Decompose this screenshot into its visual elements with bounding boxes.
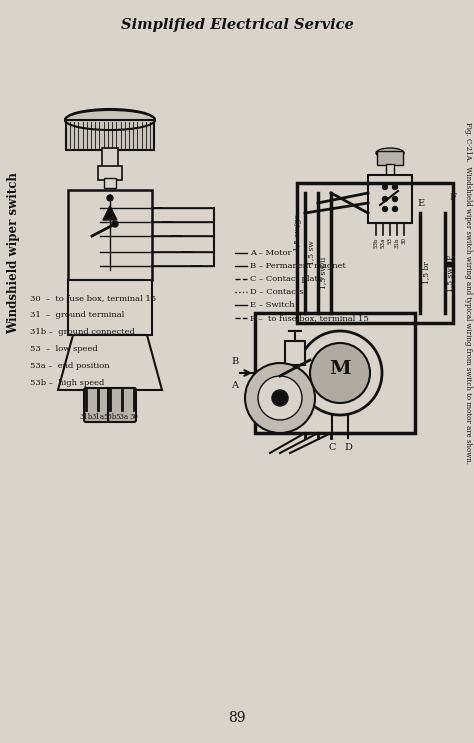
Bar bbox=[102, 148, 118, 168]
Text: 53  –  low speed: 53 – low speed bbox=[30, 345, 98, 353]
Circle shape bbox=[298, 331, 382, 415]
Bar bbox=[255, 313, 415, 433]
Bar bbox=[368, 175, 412, 223]
Circle shape bbox=[258, 376, 302, 420]
Bar bbox=[68, 190, 152, 280]
Ellipse shape bbox=[65, 109, 155, 131]
Text: 53: 53 bbox=[388, 237, 392, 244]
Text: 53a: 53a bbox=[381, 237, 385, 247]
Text: 31  –  ground terminal: 31 – ground terminal bbox=[30, 311, 124, 319]
Text: 1,5 sw/ge: 1,5 sw/ge bbox=[294, 215, 302, 251]
Text: D: D bbox=[344, 443, 352, 452]
Circle shape bbox=[310, 343, 370, 403]
Circle shape bbox=[107, 195, 113, 201]
Text: 31b: 31b bbox=[394, 237, 400, 247]
Text: Simplified Electrical Service: Simplified Electrical Service bbox=[120, 18, 354, 32]
Circle shape bbox=[245, 363, 315, 433]
Circle shape bbox=[392, 196, 398, 201]
Circle shape bbox=[383, 207, 388, 212]
FancyBboxPatch shape bbox=[108, 388, 136, 422]
Text: F –  to fuse box, terminal 15: F – to fuse box, terminal 15 bbox=[250, 314, 369, 322]
Text: C: C bbox=[328, 443, 336, 452]
Text: 1,5 sw/li: 1,5 sw/li bbox=[320, 257, 328, 289]
Bar bbox=[98, 166, 122, 180]
Text: A: A bbox=[231, 380, 238, 389]
Bar bbox=[297, 183, 453, 323]
Circle shape bbox=[112, 221, 118, 227]
Text: 53b: 53b bbox=[103, 413, 117, 421]
Text: A – Motor: A – Motor bbox=[250, 249, 292, 257]
Circle shape bbox=[383, 184, 388, 189]
Text: 1,5 sw■F: 1,5 sw■F bbox=[447, 254, 455, 292]
Text: E – Switch: E – Switch bbox=[250, 301, 295, 309]
Ellipse shape bbox=[376, 148, 404, 158]
Text: 30  –  to fuse box, terminal 15: 30 – to fuse box, terminal 15 bbox=[30, 294, 156, 302]
Bar bbox=[386, 164, 394, 175]
Text: 53b: 53b bbox=[374, 237, 379, 247]
Circle shape bbox=[392, 184, 398, 189]
Text: 1,5 sw: 1,5 sw bbox=[307, 241, 315, 265]
Text: M: M bbox=[329, 360, 351, 378]
Bar bbox=[68, 280, 152, 335]
Text: D – Contacts: D – Contacts bbox=[250, 288, 303, 296]
Text: C – Contact plate: C – Contact plate bbox=[250, 275, 323, 283]
Text: 31b: 31b bbox=[79, 413, 93, 421]
Polygon shape bbox=[58, 335, 162, 390]
Text: 53a: 53a bbox=[116, 413, 128, 421]
Text: F: F bbox=[449, 193, 456, 203]
Text: 31a: 31a bbox=[91, 413, 105, 421]
Text: 31b –  ground connected: 31b – ground connected bbox=[30, 328, 135, 336]
Text: 1,5 br: 1,5 br bbox=[422, 262, 430, 285]
Text: E: E bbox=[417, 198, 424, 207]
Text: Fig. C-21A.  Windshield wiper switch wiring and typical wiring from switch to mo: Fig. C-21A. Windshield wiper switch wiri… bbox=[464, 122, 472, 464]
Bar bbox=[104, 178, 116, 188]
Bar bbox=[377, 151, 403, 165]
Text: 89: 89 bbox=[228, 711, 246, 725]
Polygon shape bbox=[103, 206, 117, 220]
Bar bbox=[66, 120, 154, 150]
Bar bbox=[285, 341, 305, 365]
Text: B: B bbox=[231, 357, 238, 366]
Text: 53a –  end position: 53a – end position bbox=[30, 362, 109, 370]
Text: B – Permanent magnet: B – Permanent magnet bbox=[250, 262, 346, 270]
Text: Windshield wiper switch: Windshield wiper switch bbox=[8, 172, 20, 334]
Circle shape bbox=[392, 207, 398, 212]
Text: 30: 30 bbox=[129, 413, 138, 421]
Text: 30: 30 bbox=[401, 237, 407, 244]
FancyBboxPatch shape bbox=[84, 388, 112, 422]
Circle shape bbox=[272, 390, 288, 406]
Circle shape bbox=[383, 196, 388, 201]
Text: 53b –  high speed: 53b – high speed bbox=[30, 379, 104, 387]
